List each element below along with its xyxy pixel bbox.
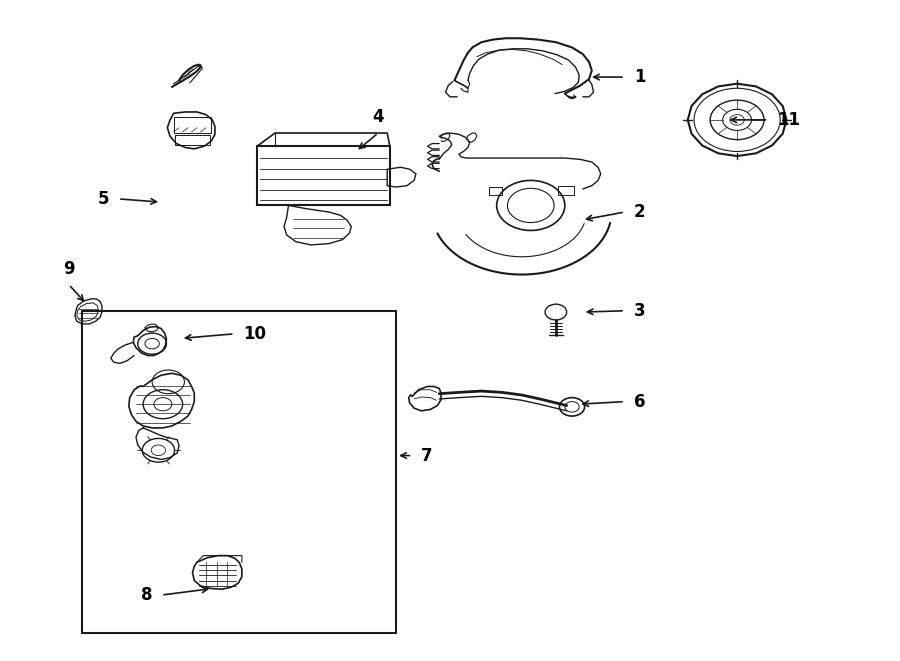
Text: 8: 8 (140, 586, 152, 604)
Text: 10: 10 (244, 325, 266, 343)
Text: 4: 4 (373, 108, 384, 126)
Text: 11: 11 (778, 111, 800, 129)
Text: 6: 6 (634, 393, 645, 410)
Bar (490, 187, 502, 195)
Bar (558, 186, 574, 195)
Text: 1: 1 (634, 68, 645, 86)
Text: 9: 9 (63, 260, 75, 278)
Bar (176, 135, 210, 145)
Text: 7: 7 (421, 447, 433, 465)
Text: 2: 2 (634, 203, 645, 221)
Text: 3: 3 (634, 302, 645, 320)
Text: 5: 5 (97, 190, 109, 208)
Bar (174, 116, 212, 133)
Bar (257, 146, 390, 206)
Bar (82, 311, 396, 633)
